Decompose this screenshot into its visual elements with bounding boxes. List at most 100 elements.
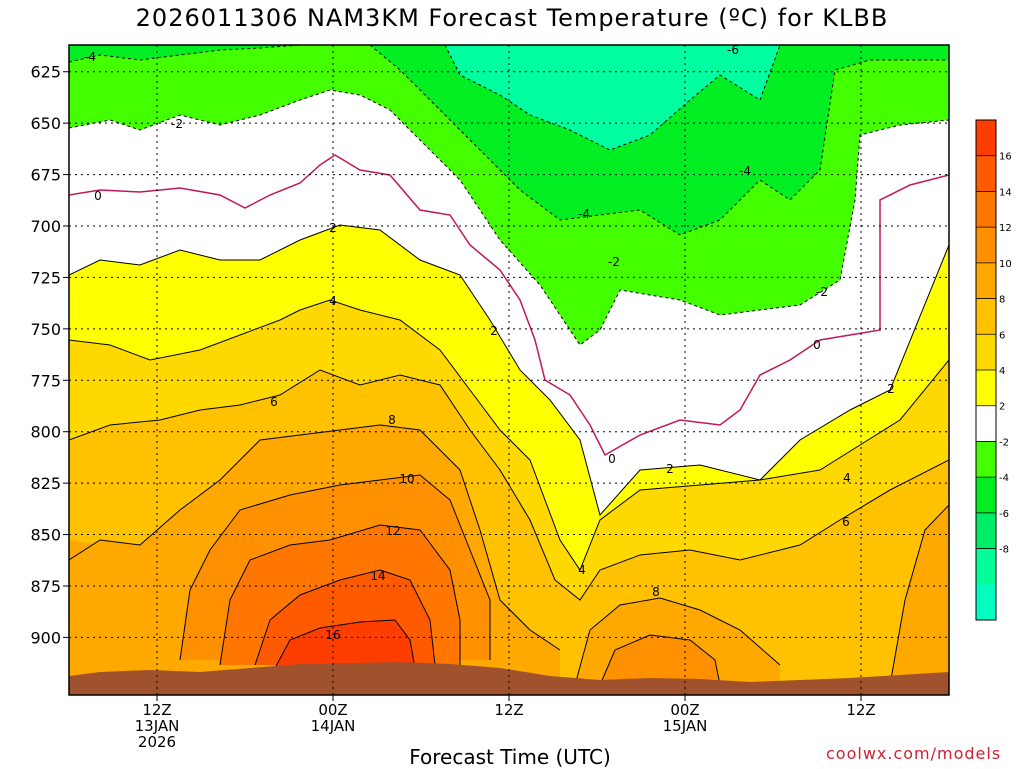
colorbar-segment <box>976 370 996 407</box>
colorbar-segment <box>976 584 996 621</box>
isotherm-line-dashed <box>69 45 949 236</box>
colorbar-tick-label: 6 <box>999 330 1005 341</box>
colorbar-tick-label: 10 <box>999 259 1012 270</box>
fill-band-10-second <box>600 635 720 685</box>
chart-title: 2026011306 NAM3KM Forecast Temperature (… <box>135 4 889 32</box>
x-tick-label: 12Z <box>846 701 875 719</box>
y-tick-label: 650 <box>30 114 61 133</box>
freezing-line <box>69 154 949 457</box>
contour-label: 6 <box>270 395 278 409</box>
y-tick-label: 625 <box>30 63 61 82</box>
colorbar-tick-label: 12 <box>999 223 1012 234</box>
contour-label: 8 <box>652 585 660 599</box>
x-tick-label: 15JAN <box>663 717 708 735</box>
contour-label: 10 <box>399 472 414 486</box>
colorbar-segment <box>976 334 996 371</box>
contour-label: 14 <box>370 569 385 583</box>
y-tick-label: 675 <box>30 166 61 185</box>
colorbar-segment <box>976 155 996 192</box>
colorbar-tick-label: -4 <box>999 473 1009 484</box>
colorbar-segment <box>976 512 996 550</box>
colorbar-tick-label: 2 <box>999 402 1005 413</box>
colorbar-segment <box>976 298 996 335</box>
colorbar-segment <box>976 477 996 514</box>
contour-label: 4 <box>578 563 586 577</box>
fill-band-left-warm <box>69 540 115 625</box>
y-tick-label: 800 <box>30 423 61 442</box>
y-tick-label: 850 <box>30 526 61 545</box>
contour-label: 0 <box>813 338 821 352</box>
x-tick-label: 14JAN <box>311 717 356 735</box>
colorbar-tick-label: -2 <box>999 437 1009 448</box>
x-tick-label: 12Z <box>142 701 171 719</box>
y-tick-label: 775 <box>30 371 61 390</box>
colorbar: 16 14 12 10 8 6 4 2 -2 -4 -6 -8 <box>975 119 1012 621</box>
isotherm-line <box>219 524 461 666</box>
x-tick-label: 2026 <box>138 733 176 751</box>
terrain <box>69 662 949 695</box>
contour-label: 6 <box>842 515 850 529</box>
isotherm-line <box>889 504 949 686</box>
contour-label: -2 <box>171 117 183 131</box>
isotherm-line <box>274 619 416 669</box>
y-tick-label: 900 <box>30 628 61 647</box>
y-tick-label: 700 <box>30 217 61 236</box>
y-axis: 625 650 675 700 725 750 775 800 825 850 875 900 <box>30 63 69 647</box>
contour-label: 12 <box>385 524 400 538</box>
x-tick-label: 12Z <box>494 701 523 719</box>
contour-lines <box>69 224 949 686</box>
colorbar-segment <box>976 120 996 157</box>
negative-contour-lines <box>69 45 949 346</box>
contour-label: 4 <box>843 471 851 485</box>
contour-label: 2 <box>666 462 674 476</box>
colorbar-segment <box>976 548 996 585</box>
contour-labels: -4 -6 -2 0 -4 -4 2 -2 -2 4 2 0 6 2 8 0 2 10 4 6 12 4 14 8 16 <box>84 43 895 642</box>
contour-label: 4 <box>329 294 337 308</box>
contour-label: -2 <box>608 255 620 269</box>
x-axis-label: Forecast Time (UTC) <box>409 745 611 769</box>
fill-band-neg6 <box>445 45 780 150</box>
contour-label: -4 <box>739 164 751 178</box>
isotherm-line <box>69 424 561 651</box>
colorbar-tick-label: -8 <box>999 545 1009 556</box>
colorbar-tick-label: -6 <box>999 509 1009 520</box>
credit-text: coolwx.com/models <box>826 744 1002 763</box>
y-tick-label: 825 <box>30 474 61 493</box>
isotherm-line <box>179 474 491 661</box>
contour-label: 0 <box>608 452 616 466</box>
fill-band-neg4 <box>69 45 949 235</box>
y-tick-label: 725 <box>30 268 61 287</box>
y-tick-label: 875 <box>30 577 61 596</box>
contour-label: 8 <box>388 413 396 427</box>
colorbar-segment <box>976 441 996 478</box>
y-tick-label: 750 <box>30 320 61 339</box>
contour-label: 2 <box>887 382 895 396</box>
contour-label: -4 <box>578 207 590 221</box>
x-tick-label: 00Z <box>318 701 347 719</box>
isotherm-line <box>69 224 949 517</box>
contour-label: -6 <box>727 43 739 57</box>
contour-label: 2 <box>490 324 498 338</box>
isotherm-line <box>254 569 436 666</box>
x-tick-label: 00Z <box>670 701 699 719</box>
x-tick-label: 13JAN <box>135 717 180 735</box>
colorbar-tick-label: 16 <box>999 152 1012 163</box>
contour-label: -2 <box>816 285 828 299</box>
colorbar-tick-label: 14 <box>999 187 1012 198</box>
isotherm-line <box>69 299 949 572</box>
contour-label: 2 <box>329 221 337 235</box>
grid <box>69 45 949 695</box>
isotherm-line <box>574 597 781 686</box>
isotherm-line <box>69 369 949 601</box>
colorbar-tick-label: 4 <box>999 366 1005 377</box>
contour-label: 16 <box>325 628 340 642</box>
isotherm-line-dashed <box>69 89 949 346</box>
contour-label: 0 <box>94 189 102 203</box>
colorbar-segment <box>976 191 996 228</box>
contour-label: -4 <box>84 50 96 64</box>
colorbar-segment <box>976 227 996 264</box>
colorbar-segment <box>976 405 996 442</box>
fill-band-right-warm <box>890 505 949 685</box>
